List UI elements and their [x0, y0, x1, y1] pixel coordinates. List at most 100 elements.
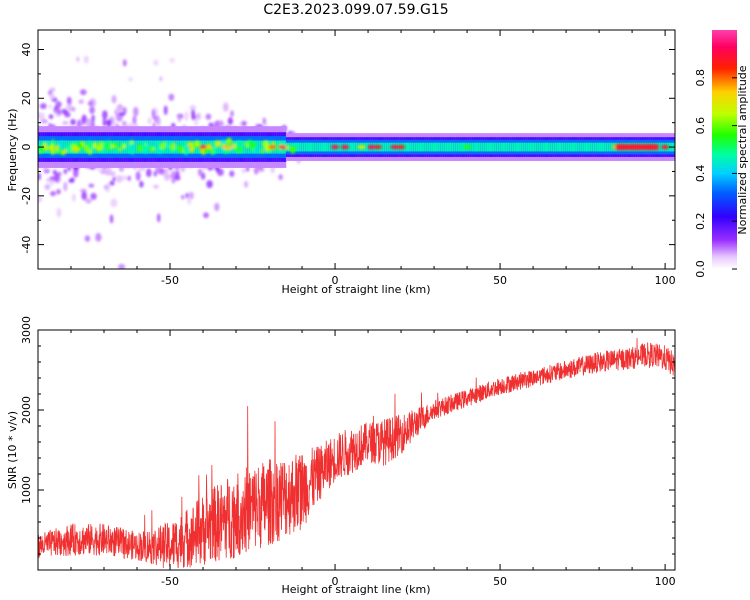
- spectral-peak: [222, 145, 231, 150]
- spectral-hotspot: [189, 146, 195, 153]
- spectral-point: [156, 117, 161, 127]
- spectral-point: [171, 171, 176, 176]
- band-cell: [415, 142, 418, 152]
- snr-y-axis: 1000 2000 3000: [20, 316, 675, 571]
- band-cell: [523, 142, 526, 152]
- snr-series-line: [38, 338, 675, 569]
- band-cell: [590, 142, 594, 152]
- band-cell: [125, 140, 128, 154]
- spectral-point: [127, 175, 131, 181]
- spectral-point: [122, 107, 127, 114]
- band-cell: [532, 142, 536, 152]
- spectral-hotspot: [195, 140, 200, 147]
- band-cell: [594, 142, 598, 152]
- spectral-point: [169, 57, 175, 64]
- spectral-hotspot: [137, 144, 143, 152]
- spectral-point: [80, 89, 87, 96]
- band-cell: [187, 140, 190, 154]
- spectral-point: [196, 112, 201, 121]
- x-tick-label: 100: [655, 575, 676, 588]
- spectral-hotspot: [98, 141, 104, 147]
- spectral-peak: [373, 145, 382, 150]
- spectral-peak: [357, 145, 366, 150]
- spectral-hotspot: [159, 144, 164, 149]
- colorbar-tick-label: 0.8: [694, 69, 707, 87]
- spectral-point: [175, 170, 180, 178]
- spectral-point: [85, 198, 92, 204]
- spectral-point: [227, 117, 233, 126]
- spectral-point: [109, 180, 115, 186]
- spectral-point: [87, 100, 94, 107]
- band-cell: [154, 140, 157, 154]
- band-cell: [596, 142, 599, 152]
- band-cell: [156, 140, 159, 154]
- band-cell: [540, 142, 544, 152]
- band-cell: [592, 142, 596, 152]
- band-cell: [218, 140, 221, 154]
- band-cell: [509, 142, 513, 152]
- band-cell: [552, 142, 555, 152]
- x-tick-label: 0: [332, 274, 339, 287]
- spectral-peak: [661, 145, 670, 150]
- spectral-point: [121, 175, 128, 181]
- band-cell: [577, 142, 580, 152]
- band-cell: [600, 142, 603, 152]
- band-cell: [260, 140, 264, 154]
- spectral-hotspot: [44, 145, 49, 151]
- band-cell: [419, 142, 422, 152]
- spectral-point: [39, 103, 47, 110]
- spectral-point: [90, 192, 97, 200]
- band-cell: [459, 142, 462, 152]
- spectrogram-y-label: Frequency (Hz): [6, 109, 19, 192]
- spectral-point: [79, 120, 84, 127]
- spectral-hotspot: [113, 141, 119, 148]
- band-cell: [449, 142, 453, 152]
- spectral-point: [116, 175, 123, 183]
- band-cell: [534, 142, 538, 152]
- y-tick-label: -20: [20, 187, 33, 205]
- spectral-hotspot: [246, 140, 251, 147]
- band-cell: [141, 140, 144, 154]
- spectral-peak: [199, 145, 208, 150]
- spectrogram-x-label: Height of straight line (km): [281, 283, 430, 296]
- colorbar-ticks: 0.0 0.2 0.4 0.6 0.8: [694, 69, 737, 278]
- band-cell: [504, 142, 507, 152]
- spectral-peak: [390, 145, 399, 150]
- colorbar-tick-label: 0.2: [694, 212, 707, 230]
- spectrogram-y-axis: -40 -20 0 20 40: [20, 43, 675, 270]
- spectral-point: [72, 193, 76, 202]
- band-cell: [488, 142, 491, 152]
- spectral-point: [118, 263, 126, 269]
- spectral-point: [83, 55, 89, 64]
- spectral-point: [102, 117, 106, 127]
- spectral-hotspot: [48, 145, 54, 151]
- spectral-point: [181, 194, 185, 200]
- spectral-point: [185, 192, 189, 199]
- spectral-point: [111, 95, 117, 104]
- band-cell: [556, 142, 559, 152]
- spectral-point: [177, 115, 181, 123]
- spectral-point: [171, 177, 176, 184]
- spectral-hotspot: [234, 142, 240, 147]
- spectral-hotspot: [251, 142, 257, 150]
- band-cell: [61, 140, 65, 154]
- spectral-hotspot: [97, 145, 103, 151]
- band-cell: [135, 140, 138, 154]
- spectral-point: [55, 100, 62, 109]
- spectral-point: [153, 184, 159, 189]
- colorbar-tick-label: 0.4: [694, 165, 707, 183]
- spectral-point: [109, 214, 114, 224]
- band-cell: [299, 142, 302, 152]
- band-cell: [602, 142, 605, 152]
- band-cell: [448, 142, 451, 152]
- band-cell: [243, 140, 246, 154]
- spectral-point: [48, 114, 54, 119]
- band-cell: [527, 142, 530, 152]
- spectral-point: [49, 179, 54, 186]
- band-cell: [119, 140, 123, 154]
- y-tick-label: 0: [20, 144, 33, 151]
- band-cell: [542, 142, 545, 152]
- spectral-peak: [463, 145, 472, 150]
- band-cell: [588, 142, 592, 152]
